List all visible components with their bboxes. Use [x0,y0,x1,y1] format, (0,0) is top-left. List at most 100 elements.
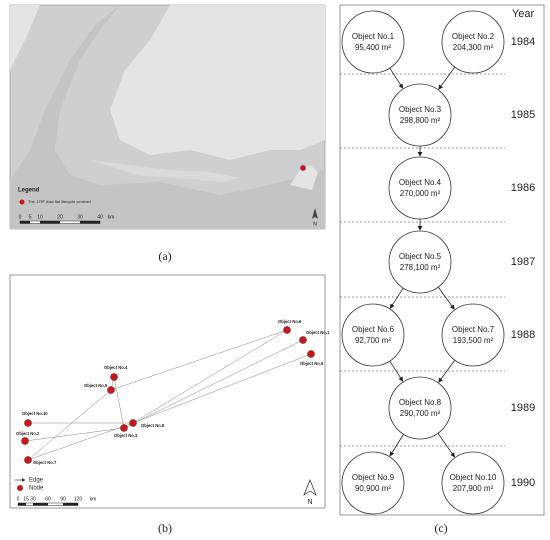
flow-node-area: 207,900 m² [453,484,494,493]
flow-node [388,230,452,294]
flow-edge [389,287,404,309]
legend-edge-label: Edge [29,478,44,484]
caption: (b) [158,521,172,535]
flow-node-area: 290,700 m² [400,409,441,418]
scale-seg [63,503,78,506]
flow-node-area: 90,900 m² [355,484,391,493]
scale-label: 15 [23,496,29,502]
caption: (a) [158,249,171,263]
network-label: Object No.1 [306,330,330,335]
flow-edge [438,66,456,90]
network-label: Object No.3 [114,433,138,438]
year-label: 1988 [511,329,535,341]
scale-label: 120 [74,496,83,502]
flow-node-area: 204,300 m² [453,43,494,52]
flow-node [341,303,405,367]
year-label: 1990 [511,477,535,489]
scale-seg [20,221,30,224]
scale-seg [18,503,26,506]
network-edge [24,427,125,442]
flow-edge [437,433,455,458]
flow-node-area: 298,800 m² [400,116,441,125]
map-panel [9,4,326,230]
flow-node [388,376,452,440]
flow-edge [389,360,404,382]
year-label: 1985 [511,109,535,121]
scale-label: km [108,214,115,220]
flow-node-area: 92,700 m² [355,336,391,345]
flow-node-label: Object No.9 [352,473,395,482]
flow-node-label: Object No.5 [399,252,442,261]
year-label: 1986 [511,182,535,194]
legend-title: Legend [18,188,40,194]
flow-node [388,156,452,220]
scale-label: 60 [45,496,51,502]
flow-node-area: 270,000 m² [400,189,441,198]
scale-label: 10 [37,214,43,220]
flow-node-label: Object No.7 [452,325,495,334]
year-label: 1987 [511,256,535,268]
network-node [299,336,307,344]
network-node [24,456,32,464]
flow-node [441,303,505,367]
flow-node [441,451,505,515]
scale-label: 40 [97,214,103,220]
network-label: Object No.4 [104,365,128,370]
flow-node-label: Object No.3 [399,105,442,114]
north: N [307,499,312,506]
year-label: 1984 [511,36,535,48]
network-node [129,419,137,427]
flow-node [341,451,405,515]
flow-edge [389,434,404,457]
scale-label: 0 [19,214,22,220]
flow-edge [437,286,455,310]
network-edge [113,376,125,429]
scale-seg [80,221,100,224]
flow-node [441,10,505,74]
network-edge [132,329,288,424]
scale-seg [33,503,48,506]
scale-label: 0 [17,496,20,502]
network-node [307,350,315,358]
network-node [21,437,29,445]
flow-node [341,10,405,74]
network-node [283,326,291,334]
network-edge [27,389,112,461]
scale-label: 90 [60,496,66,502]
scale-label: 5 [29,214,32,220]
year-header: Year [512,8,535,20]
network-label: Object No.10 [22,411,48,416]
north: N [313,221,317,227]
network-panel [9,274,326,509]
flow-node-label: Object No.6 [352,325,395,334]
scale-label: km [90,496,97,502]
scale-label: 20 [57,214,63,220]
legend-node-label: Node [29,486,44,492]
network-label: Object No.5 [84,383,108,388]
flow-edge [389,67,404,89]
year-label: 1989 [511,402,535,414]
network-node [24,419,32,427]
network-edge [27,422,134,461]
network-label: Object No.8 [141,423,165,428]
network-node [120,424,128,432]
legend-dot [19,199,25,205]
flow-node-label: Object No.4 [399,178,442,187]
scale-seg [40,221,60,224]
flow-node-label: Object No.2 [452,32,495,41]
north-arrow [312,208,318,219]
flow-node-label: Object No.10 [450,473,497,482]
network-node [107,386,115,394]
network-edge [132,353,312,424]
network-edge [110,329,288,391]
flow-node-area: 193,500 m² [453,336,494,345]
flow-edge [438,359,456,383]
network-label: Object No.6 [278,319,302,324]
scale-label: 30 [30,496,36,502]
flow-node-label: Object No.1 [352,32,395,41]
flow-node-label: Object No.8 [399,398,442,407]
network-label: Object No.9 [300,361,324,366]
network-label: Object No.7 [33,460,57,465]
network-node [110,373,118,381]
